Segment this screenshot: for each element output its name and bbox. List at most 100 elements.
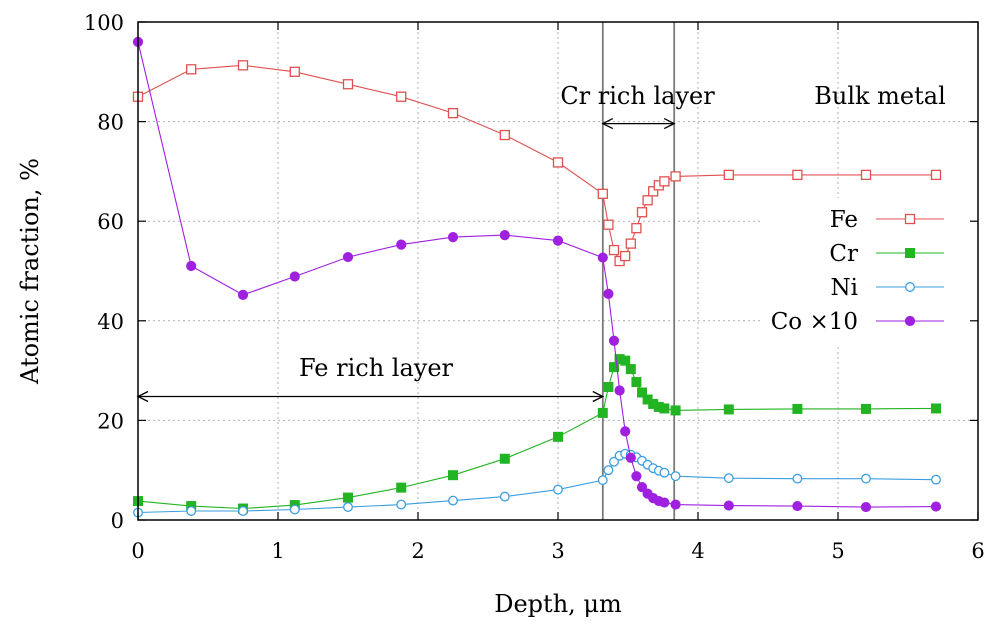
data-point [642, 195, 653, 206]
data-point [552, 235, 564, 246]
data-point [670, 405, 681, 416]
data-point [792, 500, 803, 512]
data-point [597, 188, 608, 199]
y-tick-label: 40 [97, 310, 124, 334]
data-point [597, 475, 608, 486]
data-point [603, 465, 614, 476]
data-point [636, 207, 648, 218]
data-point [603, 219, 614, 230]
plot-series [132, 36, 942, 518]
data-point [904, 315, 916, 327]
data-point [597, 252, 608, 263]
data-point [342, 79, 354, 90]
x-tick-label: 5 [831, 539, 844, 563]
data-point [792, 169, 803, 181]
data-point [608, 335, 620, 346]
data-point [238, 506, 248, 516]
data-point [609, 456, 619, 467]
data-point [396, 482, 407, 493]
data-point [609, 362, 619, 373]
data-point [670, 171, 681, 182]
arrow-head [601, 118, 614, 130]
data-point [448, 470, 458, 481]
data-point [931, 403, 941, 414]
data-point [620, 355, 631, 366]
series-line [137, 453, 937, 514]
series-cr [133, 354, 941, 514]
data-point [861, 403, 871, 414]
legend-label: Cr [829, 241, 858, 267]
data-point [792, 473, 803, 484]
y-tick-label: 60 [97, 210, 124, 234]
data-point [553, 431, 563, 442]
data-point [625, 238, 636, 249]
legend: Fe Cr Ni Co ×10 [771, 207, 944, 335]
layer-boundaries [601, 22, 676, 520]
data-point [930, 501, 942, 512]
data-point [860, 501, 872, 513]
data-point [620, 250, 631, 262]
data-point [342, 251, 354, 263]
x-tick-label: 6 [971, 539, 984, 563]
data-point [625, 364, 636, 375]
data-point [905, 248, 915, 258]
data-point [614, 385, 625, 396]
annotation-bulk-metal: Bulk metal [814, 82, 946, 110]
data-point [659, 176, 670, 187]
data-point [499, 453, 510, 464]
data-point [343, 492, 353, 503]
data-point [499, 230, 510, 241]
x-tick-label: 2 [411, 539, 424, 563]
data-point [396, 239, 407, 250]
data-point [553, 484, 563, 495]
data-point [931, 474, 941, 485]
data-point [396, 499, 407, 510]
y-axis-label: Atomic fraction, % [16, 158, 44, 385]
data-point [631, 377, 642, 388]
legend-box [760, 198, 974, 344]
data-point [723, 473, 734, 484]
arrow-head [663, 118, 676, 130]
data-point [186, 260, 197, 272]
data-point [552, 157, 564, 168]
arrow-head [136, 390, 149, 403]
data-point [625, 452, 636, 463]
y-tick-label: 80 [97, 111, 124, 135]
annotation-arrows [136, 118, 676, 403]
data-point [930, 169, 942, 181]
legend-label: Co ×10 [771, 309, 858, 335]
data-point [597, 407, 608, 418]
data-point [620, 426, 631, 437]
y-tick-label: 100 [84, 11, 124, 35]
data-point [608, 244, 620, 256]
annotation-cr-rich-layer: Cr rich layer [560, 82, 715, 110]
data-point [659, 497, 670, 508]
data-point [289, 66, 300, 77]
x-tick-label: 4 [691, 539, 704, 563]
data-point [636, 482, 648, 493]
data-point [723, 500, 734, 511]
data-point [723, 404, 734, 415]
legend-background [760, 198, 974, 344]
data-point [289, 271, 300, 282]
data-point [499, 491, 510, 502]
legend-label: Fe [830, 207, 858, 233]
data-point [396, 91, 407, 102]
data-point [659, 467, 670, 478]
y-tick-label: 20 [97, 409, 124, 433]
series-co-10 [132, 36, 942, 513]
data-point [237, 289, 249, 301]
x-tick-label: 0 [131, 539, 144, 563]
data-point [447, 232, 459, 243]
data-point [289, 504, 300, 515]
data-point [648, 186, 659, 197]
data-point [670, 499, 681, 510]
data-point [637, 387, 647, 398]
data-point [860, 169, 872, 181]
data-point [631, 223, 642, 234]
data-point [186, 506, 197, 516]
series-line [137, 358, 937, 510]
data-point [631, 471, 642, 482]
